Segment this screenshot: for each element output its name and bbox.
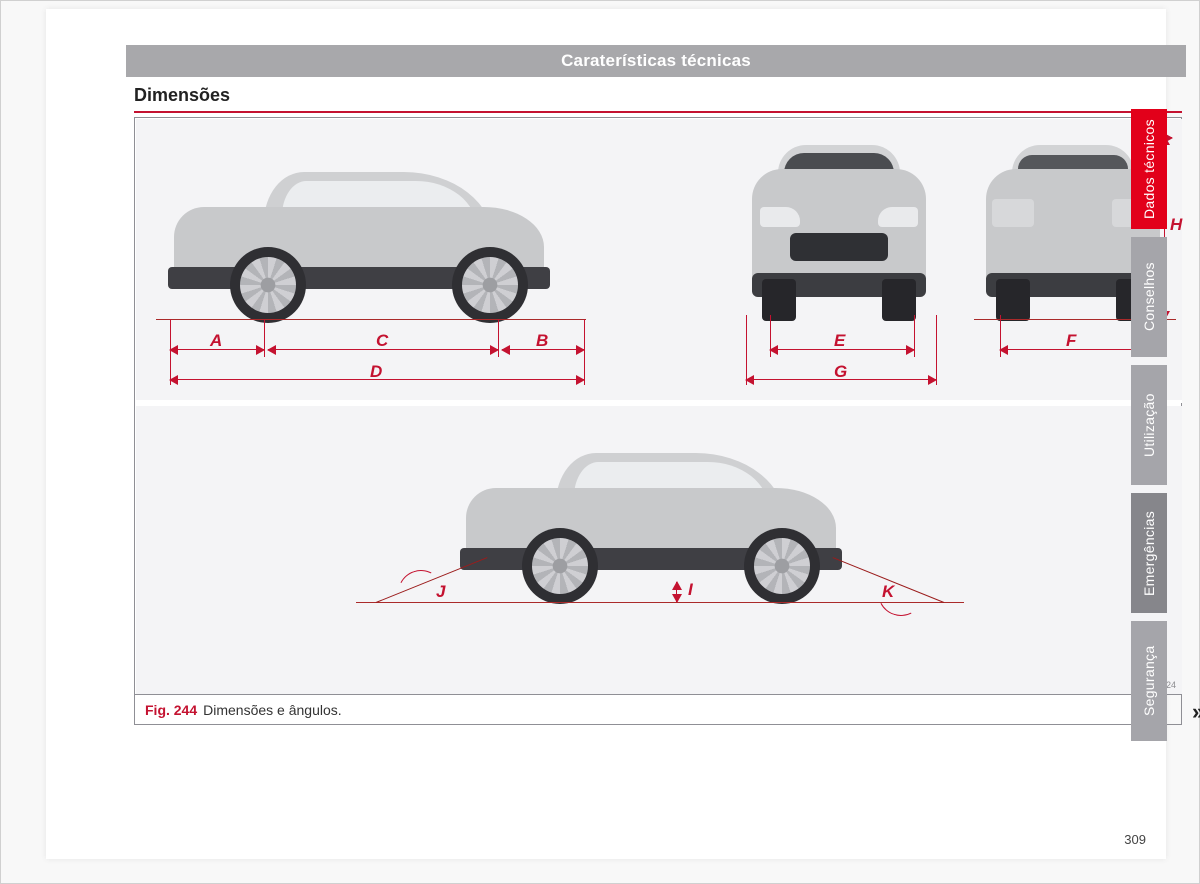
side-tab[interactable]: Segurança (1131, 621, 1167, 741)
car-side-view (164, 167, 554, 312)
dim-label-E: E (834, 331, 845, 351)
continuation-marker: » (1192, 699, 1200, 725)
car-side-angles (456, 448, 846, 593)
figure-top-panel: A C B D E G (136, 119, 1182, 403)
side-tab[interactable]: Utilização (1131, 365, 1167, 485)
dim-label-F: F (1066, 331, 1076, 351)
figure-box: A C B D E G (134, 117, 1182, 695)
manual-page: Caraterísticas técnicas Dimensões A C (46, 9, 1166, 859)
ground-line (156, 319, 586, 320)
section-title: Dimensões (134, 85, 230, 106)
car-front-view (744, 143, 934, 313)
dim-label-K: K (882, 582, 894, 602)
dim-label-I: I (688, 580, 693, 600)
side-tab[interactable]: Dados técnicos (1131, 109, 1167, 229)
dim-label-C: C (376, 331, 388, 351)
section-rule (134, 111, 1182, 113)
dim-label-B: B (536, 331, 548, 351)
header-title: Caraterísticas técnicas (561, 51, 751, 70)
dim-label-H: H (1170, 215, 1182, 235)
figure-bottom-panel: J K I B6F-0024 (136, 406, 1182, 694)
angle-K-arc (872, 564, 930, 622)
figure-number: Fig. 244 (145, 702, 197, 718)
side-tab[interactable]: Emergências (1131, 493, 1167, 613)
page-number: 309 (1124, 832, 1146, 847)
dim-label-A: A (210, 331, 222, 351)
side-tab[interactable]: Conselhos (1131, 237, 1167, 357)
dim-label-D: D (370, 362, 382, 382)
dim-I (676, 582, 677, 602)
dim-label-G: G (834, 362, 847, 382)
figure-caption: Fig. 244 Dimensões e ângulos. (134, 695, 1182, 725)
ground-line-bottom (356, 602, 964, 603)
dim-label-J: J (436, 582, 445, 602)
header-bar: Caraterísticas técnicas (126, 45, 1186, 77)
figure-caption-text: Dimensões e ângulos. (203, 702, 342, 718)
